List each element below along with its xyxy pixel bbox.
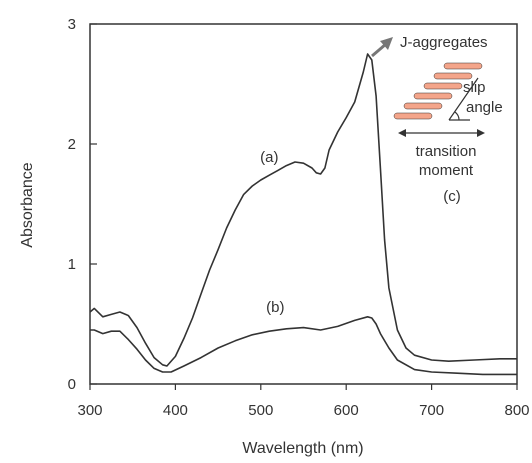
j-aggregates-label: J-aggregates <box>400 34 488 51</box>
slip-label: slip <box>463 79 486 96</box>
j-aggregates-arrowhead <box>380 37 393 50</box>
y-axis-ticks: 0 1 2 3 <box>68 16 97 393</box>
series-layer: (a) (b) <box>89 53 517 376</box>
series-line-b <box>90 316 517 376</box>
inset-diagram: J-aggregates slip angle transition momen… <box>371 34 503 205</box>
x-tick-label: 700 <box>419 402 444 419</box>
series-line-a <box>89 53 517 367</box>
transition-moment-arrowhead-left <box>398 129 406 137</box>
x-axis-ticks: 300 400 500 600 700 800 <box>77 384 530 419</box>
series-label-a: (a) <box>260 149 278 166</box>
slip-angle-line <box>448 77 479 121</box>
series-label-b: (b) <box>266 299 284 316</box>
y-tick-label: 0 <box>68 376 76 393</box>
x-axis-title: Wavelength (nm) <box>242 440 363 457</box>
slip-angle-arc <box>454 111 460 121</box>
molecule-stack <box>393 62 483 120</box>
aggregate-molecule <box>413 92 453 100</box>
aggregate-molecule <box>393 112 433 120</box>
aggregate-molecule <box>403 102 443 110</box>
transition-label: transition <box>416 143 477 160</box>
aggregate-molecule <box>443 62 483 70</box>
angle-label: angle <box>466 99 503 116</box>
transition-moment-arrowhead-right <box>477 129 485 137</box>
aggregate-molecule <box>423 82 463 90</box>
x-tick-label: 600 <box>334 402 359 419</box>
x-tick-label: 400 <box>163 402 188 419</box>
aggregate-molecule <box>433 72 473 80</box>
panel-c-label: (c) <box>443 188 461 205</box>
j-aggregates-arrow <box>371 42 387 58</box>
plot-frame <box>89 23 518 385</box>
x-tick-label: 300 <box>77 402 102 419</box>
x-tick-label: 800 <box>504 402 529 419</box>
y-axis-title: Absorbance <box>19 162 36 247</box>
y-tick-label: 2 <box>68 136 76 153</box>
x-tick-label: 500 <box>248 402 273 419</box>
y-tick-label: 3 <box>68 16 76 33</box>
y-tick-label: 1 <box>68 256 76 273</box>
moment-label: moment <box>419 162 474 179</box>
